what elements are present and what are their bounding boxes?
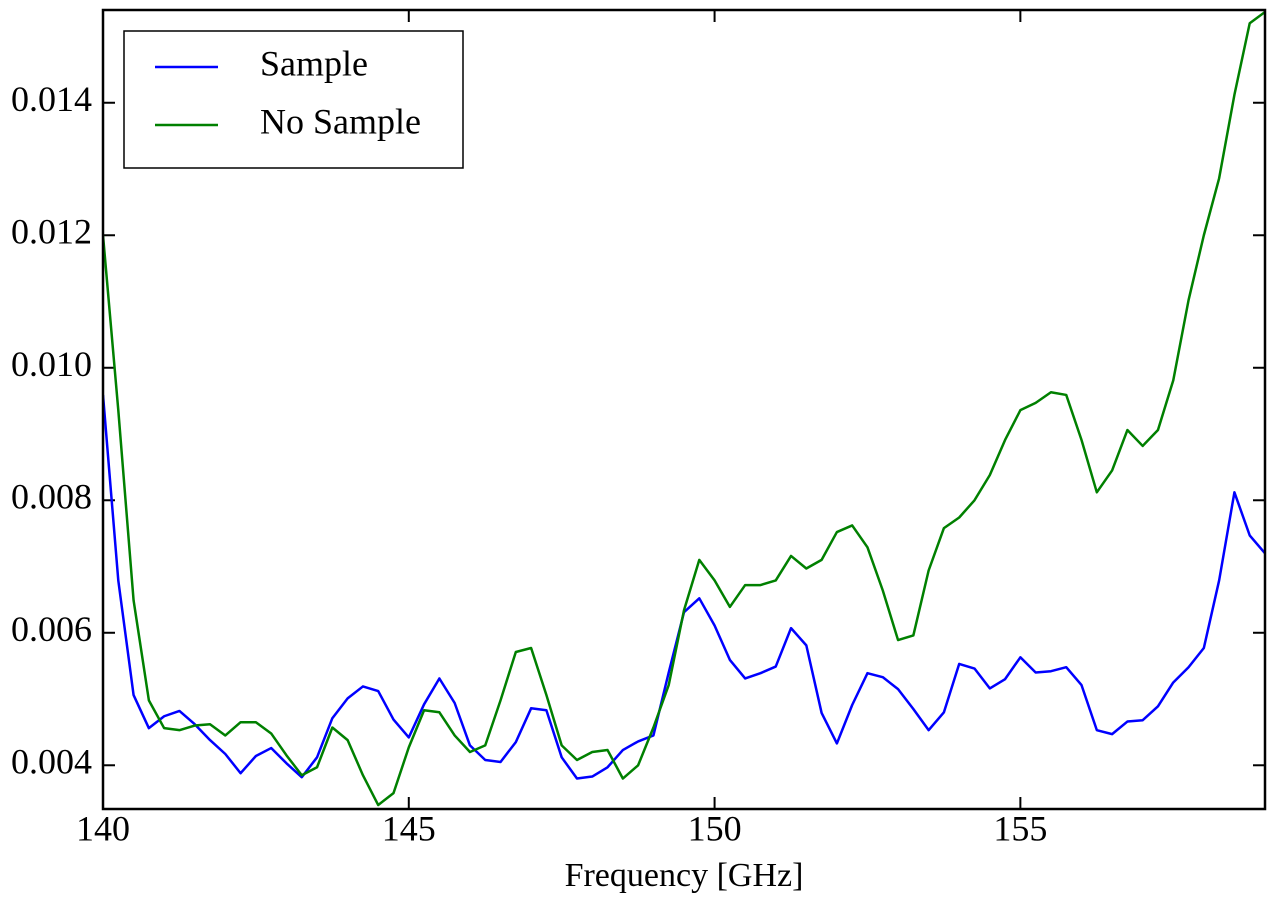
y-tick-label: 0.006: [11, 609, 92, 649]
x-tick-label: 155: [993, 808, 1047, 848]
y-tick-label: 0.004: [11, 742, 92, 782]
legend: Sample No Sample: [123, 30, 464, 169]
y-tick-label: 0.012: [11, 212, 92, 252]
x-tick-label: 150: [688, 808, 742, 848]
series-line: [103, 394, 1265, 780]
y-tick-label: 0.008: [11, 477, 92, 517]
x-tick-label: 145: [382, 808, 436, 848]
legend-label: No Sample: [260, 101, 421, 141]
legend-box: [123, 30, 464, 169]
y-tick-label: 0.014: [11, 79, 92, 119]
legend-label: Sample: [260, 43, 368, 83]
x-axis-label: Frequency [GHz]: [565, 857, 804, 894]
x-tick-label: 140: [76, 808, 130, 848]
series-line: [103, 10, 1265, 807]
plot-frame: [101, 8, 1267, 811]
y-tick-label: 0.010: [11, 344, 92, 384]
